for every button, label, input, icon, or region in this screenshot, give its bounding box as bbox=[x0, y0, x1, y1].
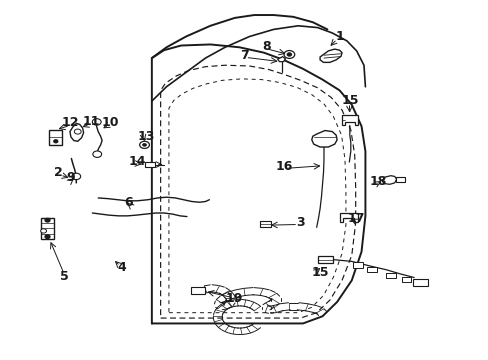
Polygon shape bbox=[339, 213, 357, 222]
Text: 9: 9 bbox=[66, 171, 75, 184]
Text: 4: 4 bbox=[117, 261, 126, 274]
Text: 6: 6 bbox=[124, 196, 132, 209]
Text: 13: 13 bbox=[137, 130, 154, 143]
Circle shape bbox=[45, 235, 50, 238]
Circle shape bbox=[45, 219, 50, 222]
Circle shape bbox=[41, 229, 46, 233]
Text: 5: 5 bbox=[60, 270, 68, 283]
Polygon shape bbox=[70, 123, 83, 141]
Text: 1: 1 bbox=[334, 30, 343, 43]
Bar bbox=[41, 218, 54, 239]
Bar bbox=[366, 267, 376, 272]
Text: 17: 17 bbox=[347, 212, 365, 225]
Text: 7: 7 bbox=[240, 49, 248, 62]
Bar bbox=[395, 177, 405, 182]
Circle shape bbox=[92, 119, 101, 125]
Text: 15: 15 bbox=[341, 94, 359, 107]
Polygon shape bbox=[341, 116, 357, 126]
Text: 19: 19 bbox=[225, 292, 243, 305]
Text: 14: 14 bbox=[128, 155, 146, 168]
Circle shape bbox=[54, 140, 58, 143]
Text: 8: 8 bbox=[262, 40, 270, 53]
Circle shape bbox=[284, 50, 294, 58]
Text: 11: 11 bbox=[82, 116, 100, 129]
Text: 2: 2 bbox=[54, 166, 62, 179]
Text: 15: 15 bbox=[311, 266, 328, 279]
Text: 16: 16 bbox=[275, 160, 293, 173]
Polygon shape bbox=[381, 176, 396, 184]
Bar bbox=[385, 273, 395, 278]
Circle shape bbox=[142, 143, 146, 146]
Bar bbox=[401, 277, 410, 282]
Text: 10: 10 bbox=[102, 116, 119, 129]
Text: 18: 18 bbox=[369, 175, 386, 188]
Circle shape bbox=[72, 173, 81, 180]
Bar bbox=[144, 162, 155, 167]
Bar bbox=[260, 221, 270, 227]
Text: 3: 3 bbox=[296, 216, 304, 229]
Bar bbox=[412, 279, 427, 286]
Polygon shape bbox=[277, 57, 285, 62]
Circle shape bbox=[93, 151, 102, 157]
Circle shape bbox=[140, 141, 149, 148]
Bar bbox=[352, 262, 362, 267]
Circle shape bbox=[74, 129, 81, 134]
Circle shape bbox=[286, 53, 291, 56]
Polygon shape bbox=[317, 256, 332, 263]
Polygon shape bbox=[320, 49, 341, 62]
Bar bbox=[49, 130, 62, 145]
Polygon shape bbox=[311, 131, 336, 147]
Text: 12: 12 bbox=[61, 116, 79, 129]
Bar bbox=[190, 287, 204, 294]
